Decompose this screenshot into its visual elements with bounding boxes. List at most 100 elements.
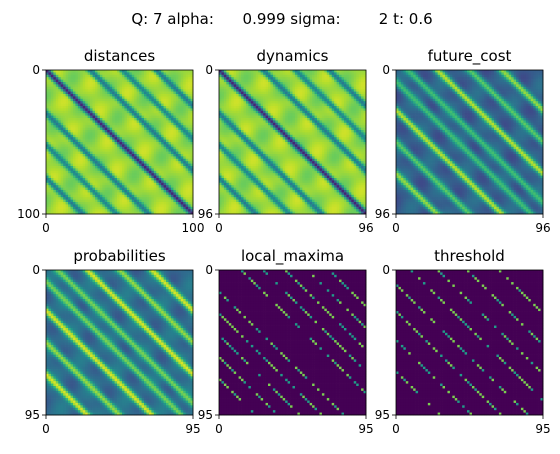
heatmap-cell	[137, 82, 140, 85]
heatmap-cell	[219, 94, 222, 97]
heatmap-cell	[95, 111, 98, 114]
heatmap-cell	[146, 204, 149, 207]
heatmap-cell	[68, 159, 71, 162]
heatmap-cell	[95, 197, 98, 200]
heatmap-cell	[73, 96, 76, 99]
heatmap-cell	[173, 108, 176, 111]
heatmap-cell	[159, 166, 162, 169]
heatmap-cell	[132, 164, 135, 167]
heatmap-cell	[48, 204, 51, 207]
heatmap-cell	[329, 70, 332, 73]
heatmap-cell	[100, 75, 103, 78]
heatmap-cell	[263, 84, 266, 87]
heatmap-cell	[58, 183, 61, 186]
heatmap-cell	[288, 113, 291, 116]
heatmap-cell	[181, 173, 184, 176]
heatmap-cell	[137, 209, 140, 212]
heatmap-cell	[117, 130, 120, 133]
heatmap-cell	[300, 92, 303, 95]
heatmap-cell	[132, 176, 135, 179]
heatmap-cell	[129, 178, 132, 181]
heatmap-cell	[83, 140, 86, 143]
heatmap-cell	[176, 99, 179, 102]
heatmap-cell	[83, 180, 86, 183]
heatmap-cell	[68, 120, 71, 123]
heatmap-cell	[88, 125, 91, 128]
heatmap-cell	[146, 159, 149, 162]
heatmap-cell	[61, 159, 64, 162]
heatmap-cell	[256, 72, 259, 75]
heatmap-cell	[270, 118, 273, 121]
heatmap-cell	[100, 135, 103, 138]
heatmap-cell	[95, 80, 98, 83]
heatmap-cell	[105, 197, 108, 200]
heatmap-cell	[239, 70, 242, 73]
heatmap-cell	[78, 171, 81, 174]
heatmap-cell	[156, 164, 159, 167]
heatmap-cell	[46, 185, 49, 188]
heatmap-cell	[127, 178, 130, 181]
heatmap-cell	[164, 166, 167, 169]
heatmap-cell	[80, 200, 83, 203]
heatmap-cell	[117, 108, 120, 111]
heatmap-cell	[78, 106, 81, 109]
heatmap-cell	[248, 84, 251, 87]
heatmap-cell	[241, 116, 244, 119]
heatmap-cell	[312, 101, 315, 104]
heatmap-cell	[302, 116, 305, 119]
heatmap-cell	[66, 195, 69, 198]
heatmap-cell	[327, 104, 330, 107]
heatmap-cell	[161, 116, 164, 119]
heatmap-cell	[73, 84, 76, 87]
heatmap-cell	[302, 89, 305, 92]
heatmap-cell	[221, 82, 224, 85]
heatmap-cell	[302, 87, 305, 90]
heatmap-cell	[285, 84, 288, 87]
heatmap-cell	[53, 173, 56, 176]
heatmap-cell	[127, 171, 130, 174]
heatmap-cell	[127, 123, 130, 126]
heatmap-cell	[270, 96, 273, 99]
heatmap-cell	[100, 120, 103, 123]
heatmap-cell	[129, 89, 132, 92]
heatmap-cell	[107, 144, 110, 147]
heatmap-cell	[120, 178, 123, 181]
heatmap-cell	[48, 130, 51, 133]
heatmap-cell	[100, 108, 103, 111]
heatmap-cell	[90, 113, 93, 116]
heatmap-cell	[248, 120, 251, 123]
heatmap-cell	[261, 106, 264, 109]
heatmap-cell	[105, 111, 108, 114]
heatmap-cell	[80, 101, 83, 104]
heatmap-cell	[137, 178, 140, 181]
heatmap-cell	[139, 185, 142, 188]
heatmap-cell	[149, 125, 152, 128]
heatmap-cell	[239, 113, 242, 116]
heatmap-cell	[146, 185, 149, 188]
heatmap-cell	[261, 120, 264, 123]
heatmap-cell	[351, 72, 354, 75]
heatmap-cell	[176, 137, 179, 140]
heatmap-cell	[95, 116, 98, 119]
heatmap-cell	[154, 154, 157, 157]
heatmap-cell	[181, 207, 184, 210]
heatmap-cell	[137, 156, 140, 159]
heatmap-cell	[63, 111, 66, 114]
heatmap-cell	[159, 111, 162, 114]
heatmap-cell	[351, 116, 354, 119]
heatmap-cell	[256, 123, 259, 126]
heatmap-cell	[66, 130, 69, 133]
heatmap-cell	[51, 207, 54, 210]
heatmap-cell	[83, 101, 86, 104]
heatmap-cell	[58, 164, 61, 167]
heatmap-cell	[224, 87, 227, 90]
heatmap-cell	[85, 104, 88, 107]
heatmap-cell	[361, 116, 364, 119]
heatmap-cell	[241, 72, 244, 75]
heatmap-cell	[275, 84, 278, 87]
heatmap-cell	[146, 108, 149, 111]
heatmap-cell	[346, 116, 349, 119]
heatmap-cell	[132, 130, 135, 133]
heatmap-cell	[124, 72, 127, 75]
heatmap-cell	[63, 183, 66, 186]
